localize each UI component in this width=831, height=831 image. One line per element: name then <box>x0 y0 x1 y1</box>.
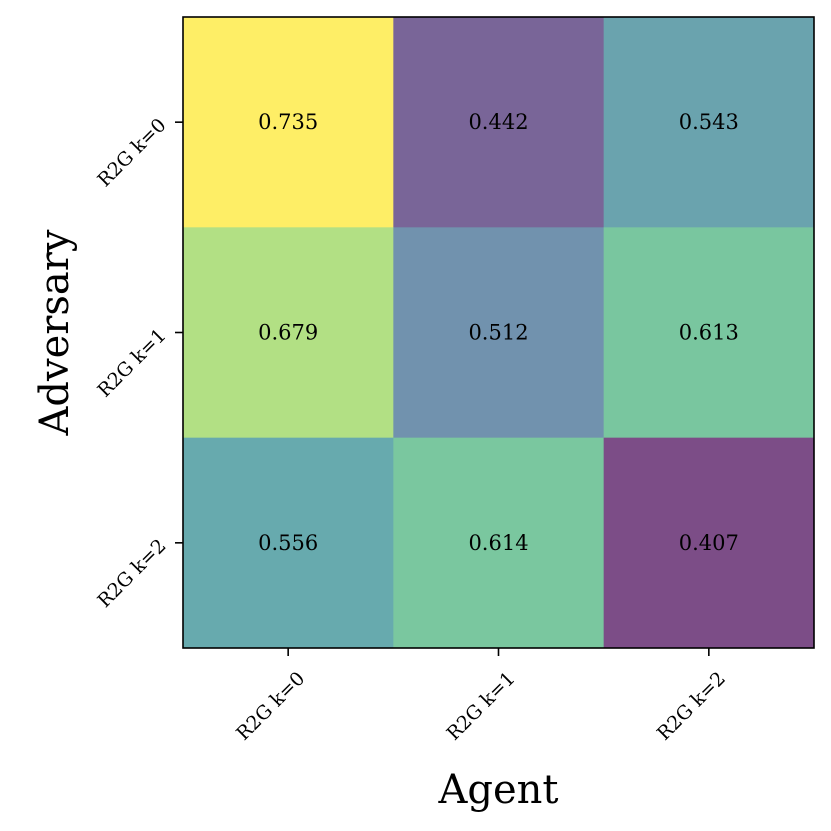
heatmap-cells <box>183 17 815 649</box>
x-axis-ticks: R2G k=0 R2G k=1 R2G k=2 <box>232 648 730 745</box>
heatmap-cell <box>183 227 394 439</box>
x-axis-label: Agent <box>438 767 559 813</box>
x-tick-label: R2G k=1 <box>442 668 519 745</box>
heatmap-cell-labels: 0.735 0.442 0.543 0.679 0.512 0.613 0.556 0.614… <box>258 110 739 555</box>
cell-value-label: 0.407 <box>679 531 739 555</box>
heatmap-cell <box>603 17 815 228</box>
cell-value-label: 0.556 <box>258 531 318 555</box>
cell-value-label: 0.512 <box>468 321 528 345</box>
y-tick-label: R2G k=1 <box>93 324 170 401</box>
heatmap-cell <box>603 437 815 649</box>
cell-value-label: 0.442 <box>468 110 528 134</box>
x-tick-label: R2G k=0 <box>232 668 309 745</box>
y-tick-label: R2G k=2 <box>93 535 170 612</box>
cell-value-label: 0.613 <box>679 321 739 345</box>
x-tick-label: R2G k=2 <box>653 668 730 745</box>
y-axis-label: Adversary <box>32 229 78 436</box>
cell-value-label: 0.614 <box>468 531 528 555</box>
heatmap-cell <box>603 227 815 439</box>
y-axis-ticks: R2G k=0 R2G k=1 R2G k=2 <box>93 114 183 612</box>
heatmap-cell <box>393 227 605 439</box>
heatmap-cell <box>393 437 605 649</box>
heatmap-cell <box>393 17 605 228</box>
heatmap-cell <box>183 17 394 228</box>
heatmap-cell <box>183 437 394 649</box>
cell-value-label: 0.543 <box>679 110 739 134</box>
cell-value-label: 0.735 <box>258 110 318 134</box>
cell-value-label: 0.679 <box>258 321 318 345</box>
y-tick-label: R2G k=0 <box>93 114 170 191</box>
